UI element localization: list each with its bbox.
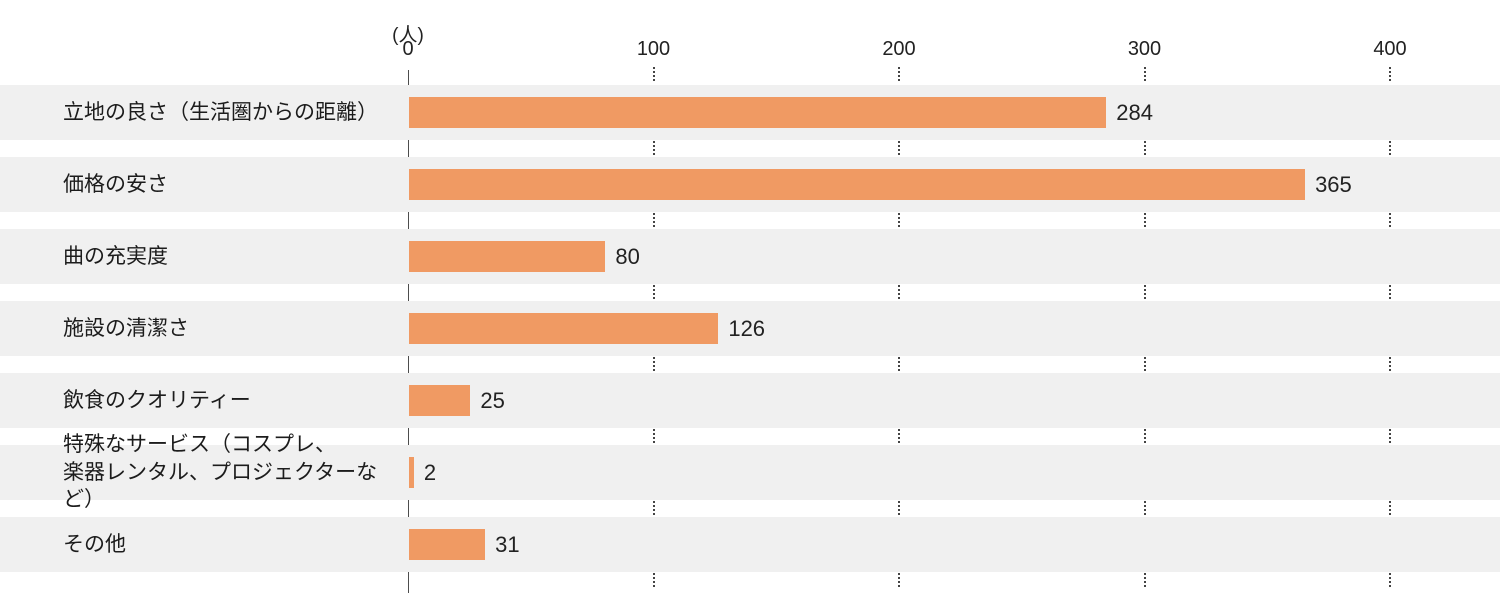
gridline-dots [898,67,900,81]
bar [409,529,486,560]
gridline-dots [652,501,655,515]
category-label: 施設の清潔さ [63,316,189,340]
gridline-dots [898,573,900,587]
gridline-dots [1143,213,1146,227]
bar-value-label: 31 [495,531,520,557]
gridline-dots [1143,67,1146,81]
bar-value-label: 284 [1116,99,1153,125]
bar-value-label: 80 [615,243,640,269]
x-tick-label: 200 [882,38,916,60]
gridline-dots [1389,141,1391,155]
gridline-dots [898,429,900,443]
category-label: 立地の良さ（生活圏からの距離） [63,100,378,124]
category-label: 特殊なサービス（コスプレ、 楽器レンタル、プロジェクターなど） [63,432,378,512]
gridline-dots [652,573,655,587]
gridline-dots [652,357,655,371]
gridline-dots [1143,285,1146,299]
bar-value-label: 365 [1315,171,1352,197]
gridline-dots [1389,67,1391,81]
gridline-dots [1143,357,1146,371]
row-stripe [0,229,1500,284]
gridline-dots [898,357,900,371]
bar [409,241,606,272]
row-stripe [0,373,1500,428]
gridline-dots [1389,213,1391,227]
gridline-dots [898,285,900,299]
category-label: 曲の充実度 [63,244,168,268]
gridline-dots [1389,357,1391,371]
x-tick-label: 300 [1127,38,1162,60]
gridline-dots [652,141,655,155]
gridline-dots [1143,501,1146,515]
row-stripe [0,517,1500,572]
bar [409,457,414,488]
gridline-dots [898,141,900,155]
gridline-dots [1143,141,1146,155]
gridline-dots [1143,429,1146,443]
category-label: その他 [63,532,126,556]
bar-value-label: 126 [728,315,766,341]
axis-unit-label: (人) [392,25,424,46]
x-tick-label: 400 [1373,38,1407,60]
gridline-dots [652,213,655,227]
bar-value-label: 25 [480,387,505,413]
bar [409,385,471,416]
gridline-dots [652,285,655,299]
bar [409,169,1306,200]
gridline-dots [652,67,655,81]
bar [409,313,719,344]
gridline-dots [898,213,900,227]
row-stripe [0,301,1500,356]
bar [409,97,1107,128]
gridline-dots [1389,429,1391,443]
bar-value-label: 2 [423,459,437,485]
x-tick-label: 0 [402,38,414,60]
x-tick-label: 100 [636,38,671,60]
category-label: 価格の安さ [63,172,168,196]
gridline-dots [1389,285,1391,299]
gridline-dots [1389,573,1391,587]
gridline-dots [1143,573,1146,587]
category-label: 飲食のクオリティー [63,388,251,412]
row-stripe [0,445,1500,500]
gridline-dots [1389,501,1391,515]
gridline-dots [898,501,900,515]
gridline-dots [652,429,655,443]
